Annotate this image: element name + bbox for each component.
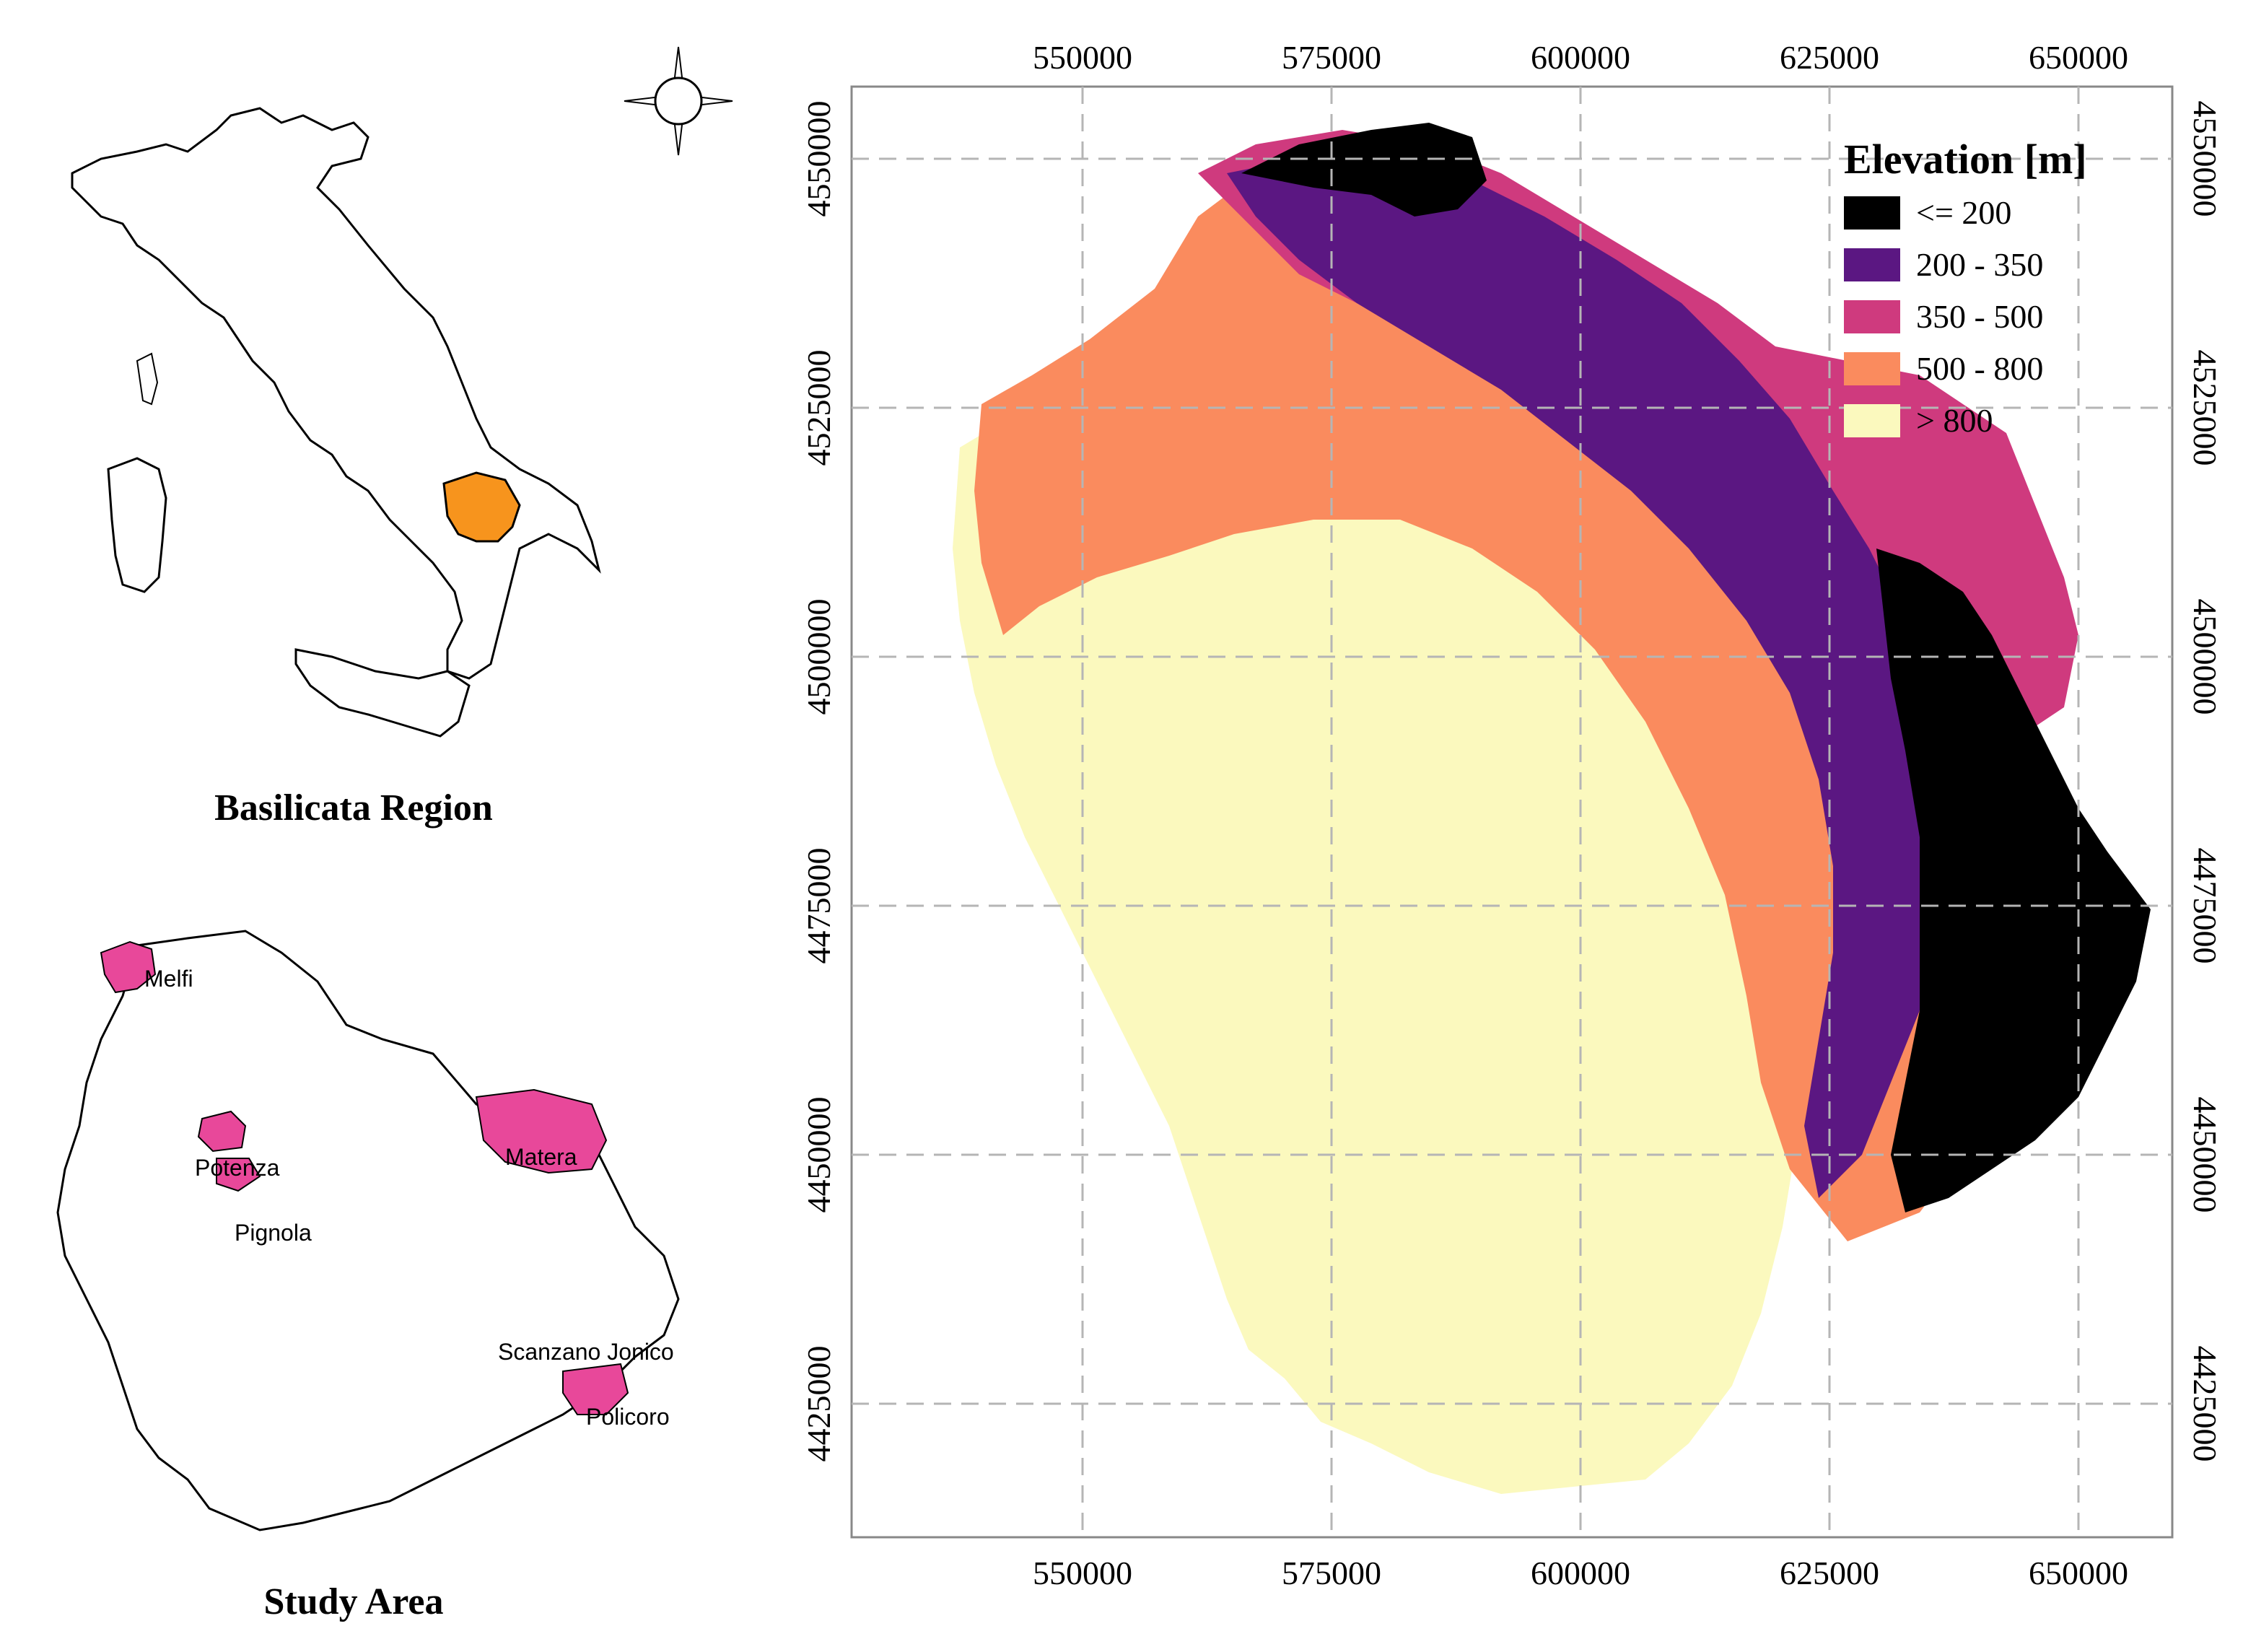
x-tick-top-3: 600000	[1531, 39, 1630, 76]
elevation-le-200	[1241, 123, 2151, 1212]
legend-label-4: 500 - 800	[1916, 350, 2043, 387]
study-area-panel: Melfi Potenza Pignola Matera Scanzano Jo…	[43, 909, 736, 1559]
y-tick-left-6: 4425000	[800, 1346, 837, 1462]
study-area-map	[56, 930, 680, 1531]
legend-swatch-4	[1844, 352, 1900, 385]
basilicata-highlight	[442, 471, 521, 543]
legend-swatch-1	[1844, 196, 1900, 230]
compass-rose-icon	[624, 46, 733, 156]
x-tick-top-2: 575000	[1282, 39, 1381, 76]
x-ticks-top: 550000 575000 600000 625000 650000	[1033, 39, 2128, 76]
city-label-pignola: Pignola	[235, 1220, 312, 1246]
y-tick-left-5: 4450000	[800, 1097, 837, 1213]
x-tick-top-5: 650000	[2029, 39, 2128, 76]
city-shape-melfi	[100, 940, 157, 994]
y-tick-right-3: 4500000	[2187, 599, 2223, 715]
y-tick-right-5: 4450000	[2187, 1097, 2223, 1213]
legend-swatch-3	[1844, 300, 1900, 333]
city-shape-pignola	[216, 1158, 261, 1192]
y-ticks-right: 4550000 4525000 4500000 4475000 4450000 …	[2187, 101, 2224, 1462]
y-tick-left-3: 4500000	[800, 599, 837, 715]
corsica-island	[136, 352, 159, 406]
y-tick-right-4: 4475000	[2187, 848, 2223, 964]
italy-outline-map	[71, 107, 601, 738]
italy-overview-panel	[43, 43, 736, 852]
city-shape-policoro	[562, 1363, 629, 1415]
overview-caption: Basilicata Region	[214, 787, 493, 829]
x-tick-top-4: 625000	[1780, 39, 1879, 76]
city-label-policoro: Policoro	[586, 1404, 670, 1430]
legend-title: Elevation [m]	[1844, 136, 2087, 183]
sicily-island	[294, 648, 471, 738]
study-area-caption: Study Area	[263, 1581, 444, 1622]
x-tick-bottom-5: 650000	[2029, 1555, 2128, 1591]
city-label-melfi: Melfi	[144, 966, 193, 992]
legend-swatch-5	[1844, 404, 1900, 437]
x-tick-bottom-4: 625000	[1780, 1555, 1879, 1591]
x-tick-bottom-2: 575000	[1282, 1555, 1381, 1591]
city-label-matera: Matera	[505, 1144, 577, 1170]
legend-label-3: 350 - 500	[1916, 298, 2043, 335]
legend-label-1: <= 200	[1916, 194, 2011, 231]
city-label-scanzano-jonico: Scanzano Jonico	[498, 1339, 674, 1365]
elevation-200-350	[1227, 159, 1949, 1198]
legend-swatch-2	[1844, 248, 1900, 281]
city-shape-potenza	[197, 1110, 247, 1153]
y-tick-right-2: 4525000	[2187, 350, 2223, 466]
y-ticks-left: 4550000 4525000 4500000 4475000 4450000 …	[800, 101, 837, 1462]
y-tick-right-6: 4425000	[2187, 1346, 2223, 1462]
x-ticks-bottom: 550000 575000 600000 625000 650000	[1033, 1555, 2128, 1591]
elevation-legend: Elevation [m] <= 200 200 - 350 350 - 500…	[1844, 136, 2087, 439]
x-tick-top-1: 550000	[1033, 39, 1132, 76]
elevation-layers	[953, 123, 2151, 1494]
map-grid	[852, 87, 2172, 1537]
y-tick-left-1: 4550000	[800, 101, 837, 217]
elevation-map-panel: 550000 575000 600000 625000 650000 55000…	[794, 0, 2224, 1648]
elevation-map-svg: 550000 575000 600000 625000 650000 55000…	[800, 39, 2224, 1591]
x-tick-bottom-1: 550000	[1033, 1555, 1132, 1591]
x-tick-bottom-3: 600000	[1531, 1555, 1630, 1591]
y-tick-left-2: 4525000	[800, 350, 837, 466]
y-tick-right-1: 4550000	[2187, 101, 2223, 217]
y-tick-left-4: 4475000	[800, 848, 837, 964]
city-shape-matera	[475, 1088, 608, 1174]
basilicata-outline	[56, 930, 680, 1531]
city-label-potenza: Potenza	[195, 1155, 280, 1181]
legend-label-2: 200 - 350	[1916, 246, 2043, 283]
legend-label-5: > 800	[1916, 402, 1993, 439]
sardinia-island	[107, 457, 167, 593]
